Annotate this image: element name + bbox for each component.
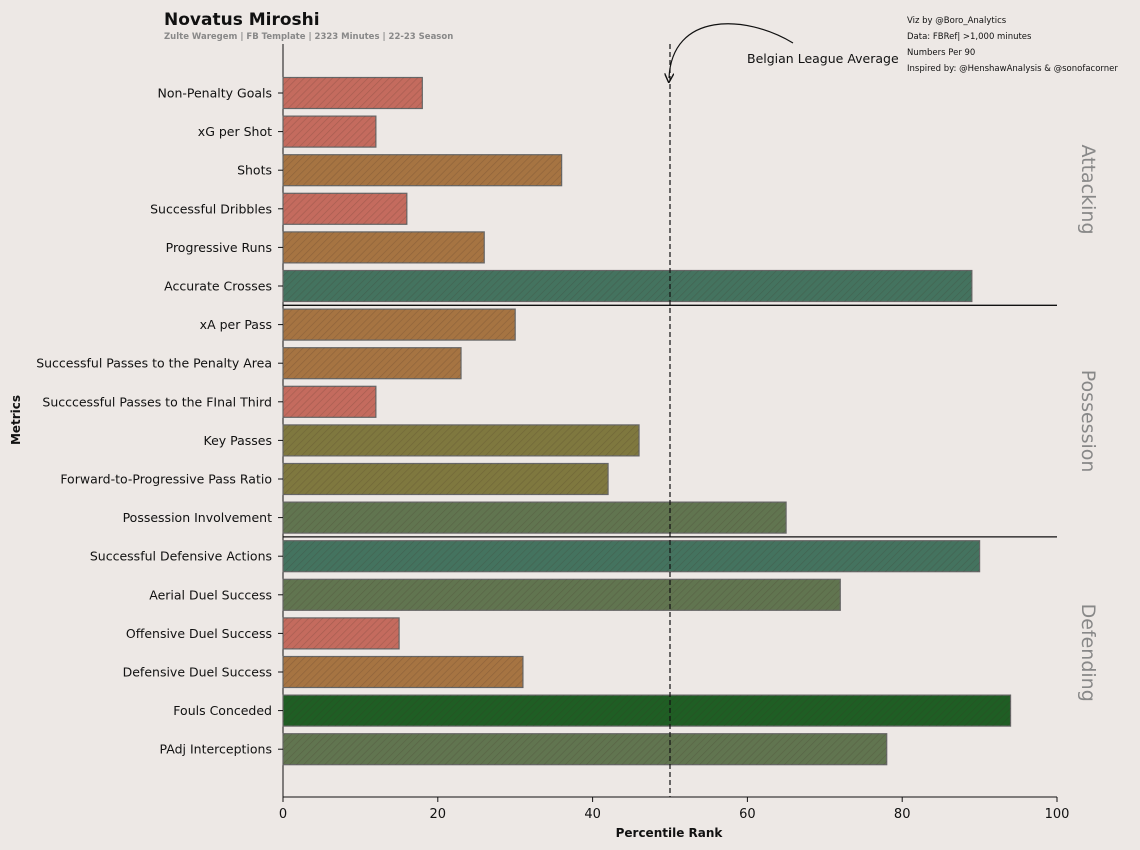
metric-label: Successful Passes to the Penalty Area bbox=[36, 356, 272, 371]
bar-hatch bbox=[283, 386, 376, 418]
bar-hatch bbox=[283, 424, 640, 456]
section-label: Attacking bbox=[1077, 144, 1099, 234]
metric-label: Successful Dribbles bbox=[150, 201, 272, 216]
metric-label: PAdj Interceptions bbox=[160, 742, 272, 757]
metric-label: Defensive Duel Success bbox=[123, 665, 272, 680]
bar-hatch bbox=[283, 231, 485, 263]
annotation-arrow bbox=[669, 23, 794, 78]
metric-label: Succcessful Passes to the FInal Third bbox=[42, 394, 272, 409]
metric-label: Accurate Crosses bbox=[164, 279, 272, 294]
bar-hatch bbox=[283, 695, 1011, 727]
x-axis-title: Percentile Rank bbox=[616, 826, 724, 840]
bar-hatch bbox=[283, 77, 423, 109]
metric-label: Progressive Runs bbox=[166, 240, 272, 255]
metric-label: Aerial Duel Success bbox=[149, 587, 272, 602]
chart-subtitle: Zulte Waregem | FB Template | 2323 Minut… bbox=[164, 32, 453, 42]
metric-label: Forward-to-Progressive Pass Ratio bbox=[60, 472, 272, 487]
plot-area: 0 20 40 60 80 100 Non-Penalty Goals xG per Shot… bbox=[36, 44, 1099, 822]
bar-hatch bbox=[283, 656, 523, 688]
metric-label: Non-Penalty Goals bbox=[157, 86, 272, 101]
x-tick-label: 60 bbox=[739, 807, 756, 822]
bar-hatch bbox=[283, 463, 609, 495]
league-average-label: Belgian League Average bbox=[747, 51, 899, 66]
bar-hatch bbox=[283, 579, 841, 611]
bar-hatch bbox=[283, 270, 972, 302]
x-tick-label: 80 bbox=[894, 807, 911, 822]
bar-hatch bbox=[283, 617, 400, 649]
bar-hatch bbox=[283, 193, 407, 225]
credit-inspired: Inspired by: @HenshawAnalysis & @sonofac… bbox=[907, 64, 1118, 74]
bar-hatch bbox=[283, 347, 462, 379]
bar-hatch bbox=[283, 309, 516, 341]
x-tick-label: 40 bbox=[584, 807, 601, 822]
metric-label: Successful Defensive Actions bbox=[90, 549, 272, 564]
bar-hatch bbox=[283, 733, 887, 765]
bar-hatch bbox=[283, 154, 562, 186]
bar-hatch bbox=[283, 540, 980, 572]
metric-label: Offensive Duel Success bbox=[126, 626, 272, 641]
metric-label: Shots bbox=[237, 163, 272, 178]
y-axis-title: Metrics bbox=[9, 395, 23, 445]
section-label: Defending bbox=[1077, 604, 1099, 702]
metric-label: Fouls Conceded bbox=[173, 703, 272, 718]
x-tick-label: 100 bbox=[1045, 807, 1070, 822]
bar-hatch bbox=[283, 502, 787, 534]
metric-label: xA per Pass bbox=[200, 317, 272, 332]
metric-label: xG per Shot bbox=[198, 124, 272, 139]
credit-numbers: Numbers Per 90 bbox=[907, 48, 975, 58]
chart-title: Novatus Miroshi bbox=[164, 10, 320, 30]
section-label: Possession bbox=[1077, 370, 1099, 473]
metric-label: Possession Involvement bbox=[123, 510, 273, 525]
metric-label: Key Passes bbox=[204, 433, 273, 448]
x-tick-label: 20 bbox=[430, 807, 447, 822]
credit-data: Data: FBRef| >1,000 minutes bbox=[907, 32, 1032, 42]
x-tick-label: 0 bbox=[279, 807, 287, 822]
credit-viz: Viz by @Boro_Analytics bbox=[907, 16, 1007, 26]
bar-hatch bbox=[283, 116, 376, 148]
